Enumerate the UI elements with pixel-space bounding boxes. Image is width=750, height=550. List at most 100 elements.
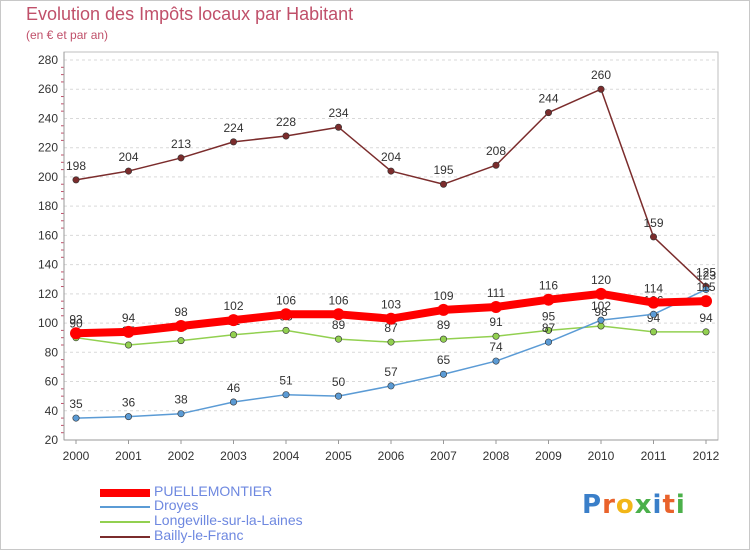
logo-letter: x — [634, 490, 653, 520]
legend-label: Droyes — [154, 497, 199, 513]
data-label: 106 — [276, 293, 296, 307]
data-label: 109 — [433, 289, 453, 303]
data-label: 123 — [696, 268, 716, 282]
data-point — [597, 322, 605, 330]
data-label: 90 — [69, 317, 83, 331]
data-label: 116 — [539, 279, 558, 293]
data-point — [334, 392, 342, 400]
data-label: 114 — [644, 282, 663, 296]
data-point — [490, 301, 502, 313]
data-label: 98 — [594, 305, 608, 319]
x-tick-label: 2009 — [535, 449, 562, 463]
x-tick-label: 2006 — [378, 449, 405, 463]
logo-letter: P — [582, 490, 603, 520]
data-point — [439, 180, 447, 188]
data-label: 159 — [643, 216, 663, 230]
data-point — [492, 332, 500, 340]
data-point — [230, 138, 238, 146]
legend-swatch — [100, 489, 150, 497]
logo-letter: t — [662, 490, 676, 520]
data-point — [544, 109, 552, 117]
data-point — [282, 132, 290, 140]
legend-label: Bailly-le-Franc — [154, 527, 244, 543]
data-point — [700, 295, 712, 308]
data-label: 87 — [542, 321, 556, 335]
y-tick-label: 280 — [38, 53, 58, 67]
data-point — [230, 331, 238, 339]
data-label: 65 — [437, 353, 451, 367]
data-label: 94 — [699, 311, 713, 325]
y-tick-label: 60 — [45, 375, 59, 389]
logo-letter: i — [675, 490, 686, 520]
data-label: 125 — [696, 266, 716, 280]
logo-letter: r — [602, 490, 616, 520]
legend-label: PUELLEMONTIER — [154, 483, 273, 499]
data-point — [125, 167, 133, 175]
data-label: 89 — [437, 318, 451, 332]
data-point — [334, 335, 342, 343]
data-label: 102 — [223, 299, 243, 313]
y-tick-label: 40 — [45, 404, 59, 418]
x-tick-label: 2005 — [325, 449, 352, 463]
x-tick-label: 2002 — [168, 449, 195, 463]
legend-label: Longeville-sur-la-Laines — [154, 512, 303, 528]
data-point — [280, 308, 292, 321]
data-point — [597, 85, 605, 93]
data-point — [597, 316, 605, 324]
data-point — [125, 341, 133, 349]
data-point — [282, 391, 290, 399]
data-label: 208 — [486, 144, 506, 158]
y-tick-label: 240 — [38, 111, 58, 125]
data-point — [387, 167, 395, 175]
data-point — [70, 327, 82, 340]
data-point — [492, 357, 500, 365]
data-label: 234 — [328, 106, 348, 120]
data-label: 50 — [332, 375, 346, 389]
data-point — [492, 161, 500, 169]
data-label: 89 — [332, 318, 346, 332]
data-point — [125, 413, 133, 421]
data-point — [544, 326, 552, 334]
data-label: 244 — [538, 92, 558, 106]
data-point — [227, 314, 240, 327]
data-point — [332, 308, 345, 321]
data-label: 111 — [487, 286, 506, 300]
y-tick-label: 200 — [38, 170, 58, 184]
data-label: 94 — [122, 311, 136, 325]
data-label: 91 — [489, 315, 503, 329]
y-tick-label: 20 — [45, 433, 59, 447]
data-point — [649, 328, 657, 336]
plot-area — [63, 51, 719, 441]
data-point — [282, 326, 290, 334]
data-point — [647, 296, 660, 309]
x-tick-label: 2000 — [63, 449, 90, 463]
data-label: 224 — [223, 121, 243, 135]
x-tick-label: 2003 — [220, 449, 247, 463]
x-tick-label: 2004 — [273, 449, 300, 463]
data-point — [385, 312, 397, 325]
data-point — [542, 293, 555, 306]
x-tick-label: 2001 — [115, 449, 142, 463]
data-label: 120 — [591, 273, 611, 287]
data-label: 74 — [489, 340, 503, 354]
data-label: 106 — [328, 293, 348, 307]
data-point — [439, 370, 447, 378]
chart-subtitle: (en € et par an) — [26, 28, 109, 42]
data-label: 36 — [122, 396, 136, 410]
data-label: 260 — [591, 68, 611, 82]
x-tick-label: 2011 — [641, 449, 667, 463]
x-tick-label: 2007 — [430, 449, 457, 463]
data-label: 51 — [279, 374, 293, 388]
logo-letter: o — [615, 490, 635, 520]
data-point — [177, 154, 185, 162]
data-label: 87 — [384, 321, 398, 335]
data-label: 102 — [591, 299, 611, 313]
y-tick-label: 160 — [38, 228, 58, 242]
data-point — [177, 337, 185, 345]
y-tick-label: 180 — [38, 199, 58, 213]
data-point — [544, 338, 552, 346]
data-point — [595, 287, 607, 300]
data-label: 98 — [174, 305, 188, 319]
series-droyes: 35 36 38 46 51 50 57 65 74 87 102 106 123 — [69, 268, 716, 422]
